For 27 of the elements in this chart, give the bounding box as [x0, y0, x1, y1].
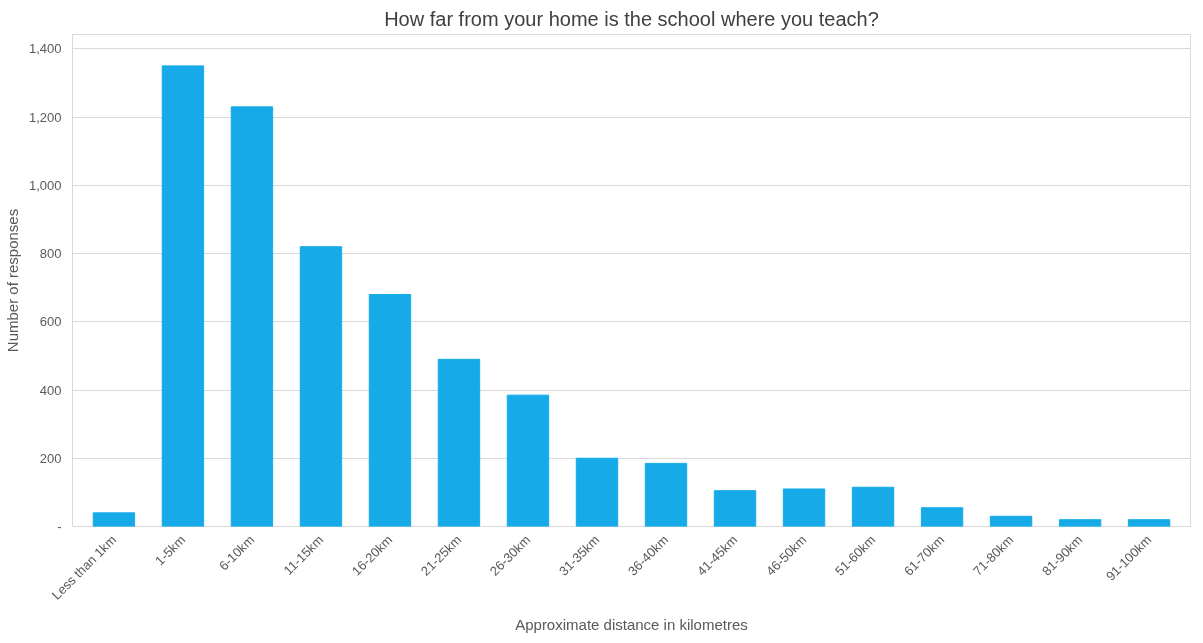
y-axis-title: Number of responses	[3, 208, 21, 353]
bar	[782, 488, 826, 527]
bar	[989, 515, 1033, 527]
bar	[506, 394, 550, 527]
y-tick-label: 1,400	[28, 41, 62, 57]
bar	[92, 512, 136, 527]
bar	[299, 246, 343, 527]
bar	[851, 486, 895, 527]
chart-title: How far from your home is the school where you teach?	[384, 7, 879, 30]
bar	[644, 462, 688, 527]
y-tick-label: 400	[39, 382, 62, 398]
y-tick-label: 200	[39, 450, 62, 466]
bar	[713, 490, 757, 527]
bar	[161, 65, 205, 527]
bar	[1058, 519, 1102, 527]
bar	[1127, 519, 1171, 527]
bar	[230, 106, 274, 527]
bar	[437, 358, 481, 527]
y-tick-label: 1,200	[28, 109, 62, 125]
bar	[575, 457, 619, 527]
bar	[368, 293, 412, 527]
y-tick-label: 1,000	[28, 177, 62, 193]
y-tick-label: -	[57, 519, 62, 534]
bar	[920, 507, 964, 527]
y-tick-label: 600	[39, 314, 62, 330]
y-tick-label: 800	[39, 246, 62, 262]
x-axis-title: Approximate distance in kilometres	[515, 615, 748, 633]
